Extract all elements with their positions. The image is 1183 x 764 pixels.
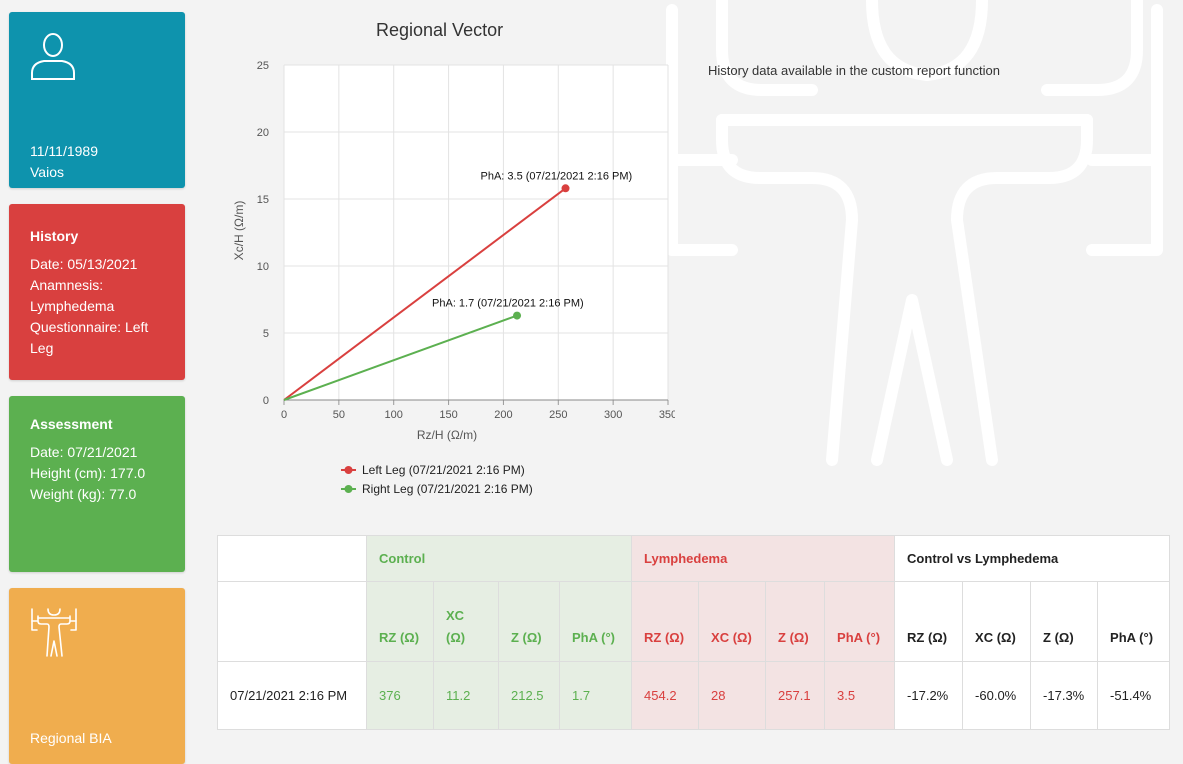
assessment-title: Assessment: [30, 416, 113, 432]
y-tick-label: 25: [257, 60, 269, 72]
history-questionnaire: Questionnaire: Left Leg: [30, 319, 149, 356]
control-group-header: Control: [365, 535, 633, 582]
assessment-height: Height (cm): 177.0: [30, 465, 146, 481]
data-label: PhA: 3.5 (07/21/2021 2:16 PM): [481, 170, 633, 182]
regional-body-icon: [31, 608, 77, 657]
assessment-card[interactable]: Assessment Date: 07/21/2021 Height (cm):…: [9, 396, 185, 572]
table-row: 07/21/2021 2:16 PM 376 11.2 212.5 1.7 45…: [217, 661, 1171, 730]
x-axis-label: Rz/H (Ω/m): [417, 428, 477, 442]
x-tick-label: 50: [333, 409, 345, 421]
y-tick-label: 20: [257, 127, 269, 139]
comparison-rz-header: RZ (Ω): [894, 581, 964, 662]
lymphedema-pha-value: 3.5: [824, 661, 896, 730]
lymphedema-rz-value: 454.2: [631, 661, 700, 730]
assessment-date: Date: 07/21/2021: [30, 444, 138, 460]
history-note: History data available in the custom rep…: [708, 63, 1000, 78]
series-line: [283, 314, 518, 401]
lymphedema-z-header: Z (Ω): [765, 581, 826, 662]
x-tick-label: 0: [281, 409, 287, 421]
comparison-pha-value: -51.4%: [1097, 661, 1171, 730]
x-tick-label: 250: [549, 409, 567, 421]
data-point: [561, 184, 570, 193]
series-line: [283, 187, 567, 401]
regional-bia-label: Regional BIA: [30, 730, 112, 746]
control-xc-header: XC (Ω): [433, 581, 499, 662]
plot-area: [284, 65, 668, 400]
control-pha-value: 1.7: [558, 661, 633, 730]
history-anamnesis: Anamnesis: Lymphedema: [30, 277, 115, 314]
history-date: Date: 05/13/2021: [30, 256, 138, 272]
results-table: Control Lymphedema Control vs Lymphedema…: [217, 535, 1171, 730]
y-tick-label: 15: [257, 194, 269, 206]
comparison-xc-value: -60.0%: [962, 661, 1032, 730]
y-tick-label: 5: [263, 328, 269, 340]
comparison-xc-header: XC (Ω): [962, 581, 1032, 662]
y-tick-label: 10: [257, 261, 269, 273]
control-pha-header: PhA (°): [558, 581, 633, 662]
lymphedema-xc-header: XC (Ω): [698, 581, 767, 662]
assessment-weight: Weight (kg): 77.0: [30, 486, 137, 502]
x-tick-label: 100: [385, 409, 403, 421]
control-z-header: Z (Ω): [498, 581, 560, 662]
chart-title: Regional Vector: [376, 20, 504, 40]
legend-item: Right Leg (07/21/2021 2:16 PM): [362, 482, 533, 496]
user-icon: [31, 33, 75, 80]
x-tick-label: 150: [439, 409, 457, 421]
comparison-z-value: -17.3%: [1030, 661, 1099, 730]
control-rz-header: RZ (Ω): [366, 581, 434, 662]
x-tick-label: 200: [494, 409, 512, 421]
data-label: PhA: 1.7 (07/21/2021 2:16 PM): [432, 298, 584, 310]
legend-marker: [344, 485, 353, 493]
x-tick-label: 350: [659, 409, 675, 421]
regional-vector-chart: 0 50 100 150 200 250 300 350 0 5 10 15 20 25 Rz/H (Ω/m…: [232, 60, 675, 496]
profile-card[interactable]: 11/11/1989 Vaios: [9, 12, 185, 188]
comparison-group-header: Control vs Lymphedema: [894, 535, 1171, 582]
legend-marker: [344, 466, 353, 474]
regional-bia-card[interactable]: Regional BIA: [9, 588, 185, 764]
control-rz-value: 376: [366, 661, 434, 730]
lymphedema-z-value: 257.1: [765, 661, 826, 730]
comparison-rz-value: -17.2%: [894, 661, 964, 730]
patient-name: Vaios: [30, 164, 64, 180]
lymphedema-xc-value: 28: [698, 661, 767, 730]
x-tick-label: 300: [604, 409, 622, 421]
control-xc-value: 11.2: [433, 661, 499, 730]
lymphedema-group-header: Lymphedema: [631, 535, 896, 582]
body-outline-background: [666, 0, 1163, 466]
control-z-value: 212.5: [498, 661, 560, 730]
lymphedema-pha-header: PhA (°): [824, 581, 896, 662]
lymphedema-rz-header: RZ (Ω): [631, 581, 700, 662]
y-axis-label: Xc/H (Ω/m): [232, 201, 246, 261]
data-point: [513, 311, 522, 320]
legend-item: Left Leg (07/21/2021 2:16 PM): [362, 463, 525, 477]
y-tick-label: 0: [263, 395, 269, 407]
date-header: [217, 581, 367, 662]
history-title: History: [30, 228, 79, 244]
history-card[interactable]: History Date: 05/13/2021 Anamnesis: Lymp…: [9, 204, 185, 380]
row-date: 07/21/2021 2:16 PM: [217, 661, 367, 730]
patient-dob: 11/11/1989: [30, 143, 98, 159]
table-corner: [217, 535, 367, 582]
comparison-z-header: Z (Ω): [1030, 581, 1099, 662]
comparison-pha-header: PhA (°): [1097, 581, 1171, 662]
